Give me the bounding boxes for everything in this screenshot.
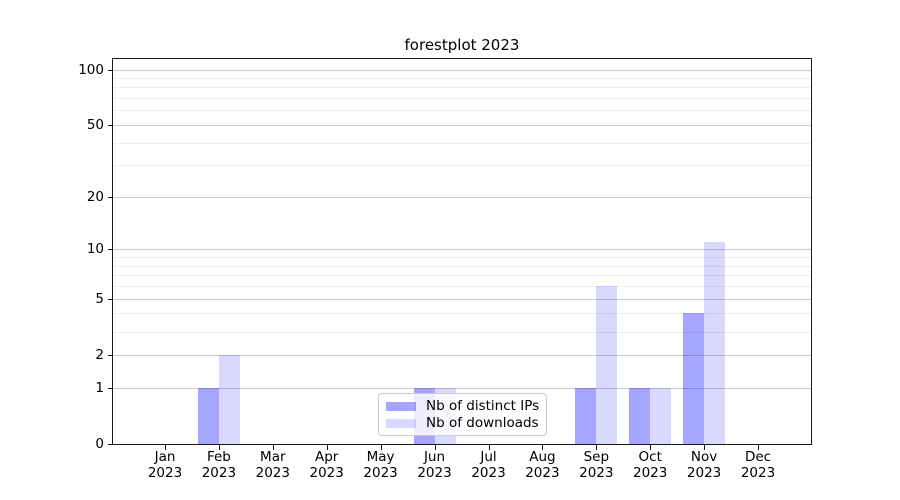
- x-tick-mark: [488, 445, 490, 450]
- legend-swatch-distinct-ips: [386, 402, 416, 411]
- minor-gridline: [113, 286, 811, 288]
- x-tick-mark: [650, 445, 652, 450]
- x-tick-mark: [326, 445, 328, 450]
- y-tick-label: 100: [78, 61, 104, 78]
- minor-gridline: [113, 331, 811, 333]
- x-tick-mark: [434, 445, 436, 450]
- x-tick-label: Oct 2023: [633, 449, 668, 481]
- y-tick-label: 5: [95, 290, 104, 307]
- legend-swatch-downloads: [386, 419, 416, 428]
- x-tick-mark: [542, 445, 544, 450]
- legend-item-distinct-ips: Nb of distinct IPs: [386, 398, 540, 415]
- x-tick-label: Apr 2023: [309, 449, 344, 481]
- x-tick-label: Feb 2023: [201, 449, 237, 481]
- y-tick-mark: [108, 387, 113, 389]
- minor-gridline: [113, 313, 811, 315]
- bar-distinct-ips-feb: [197, 387, 219, 444]
- bar-distinct-ips-oct: [629, 387, 651, 444]
- y-tick-label: 2: [95, 346, 104, 363]
- minor-gridline: [113, 98, 811, 100]
- minor-gridline: [113, 87, 811, 89]
- major-gridline: [113, 249, 811, 251]
- legend: Nb of distinct IPs Nb of downloads: [378, 393, 547, 436]
- x-tick-label: Aug 2023: [525, 449, 560, 481]
- minor-gridline: [113, 257, 811, 259]
- y-tick-mark: [108, 298, 113, 300]
- y-tick-mark: [108, 444, 113, 445]
- x-tick-mark: [218, 445, 220, 450]
- x-tick-mark: [165, 445, 166, 450]
- x-tick-label: Jun 2023: [417, 449, 452, 481]
- x-tick-label: Jul 2023: [471, 449, 506, 481]
- y-tick-mark: [108, 69, 113, 71]
- major-gridline: [113, 125, 811, 126]
- minor-gridline: [113, 142, 811, 144]
- major-gridline: [113, 354, 811, 356]
- x-tick-label: Jan 2023: [147, 449, 183, 481]
- plot-area: Nb of distinct IPs Nb of downloads: [113, 59, 811, 444]
- x-tick-label: Dec 2023: [740, 449, 776, 481]
- y-tick-label: 20: [86, 189, 104, 205]
- minor-gridline: [113, 78, 811, 79]
- y-tick-label: 0: [95, 436, 104, 452]
- x-tick-mark: [758, 445, 759, 450]
- x-tick-mark: [704, 445, 706, 450]
- major-gridline: [113, 197, 811, 198]
- x-tick-label: Nov 2023: [686, 449, 722, 481]
- y-tick-mark: [108, 354, 113, 356]
- minor-gridline: [113, 265, 811, 267]
- y-tick-mark: [108, 125, 113, 126]
- x-tick-mark: [380, 445, 382, 450]
- x-tick-label: Sep 2023: [579, 449, 614, 481]
- bar-downloads-feb: [218, 354, 240, 444]
- y-tick-label: 1: [95, 379, 104, 396]
- y-tick-label: 50: [86, 117, 104, 133]
- chart-title: forestplot 2023: [404, 36, 520, 54]
- x-tick-label: Mar 2023: [255, 449, 290, 481]
- y-tick-label: 10: [86, 241, 104, 258]
- y-tick-mark: [108, 249, 113, 251]
- y-tick-mark: [108, 197, 113, 198]
- minor-gridline: [113, 110, 811, 112]
- legend-label-downloads: Nb of downloads: [426, 415, 539, 431]
- bar-downloads-nov: [704, 242, 726, 444]
- x-tick-mark: [596, 445, 598, 450]
- legend-label-distinct-ips: Nb of distinct IPs: [426, 398, 540, 414]
- major-gridline: [113, 387, 811, 389]
- bar-downloads-sep: [596, 286, 618, 444]
- major-gridline: [113, 298, 811, 300]
- major-gridline: [113, 69, 811, 71]
- minor-gridline: [113, 275, 811, 277]
- bar-distinct-ips-sep: [575, 387, 597, 444]
- legend-item-downloads: Nb of downloads: [386, 415, 540, 432]
- bar-distinct-ips-nov: [683, 313, 705, 444]
- x-tick-label: May 2023: [363, 449, 398, 481]
- x-tick-mark: [272, 445, 274, 450]
- minor-gridline: [113, 165, 811, 167]
- bar-downloads-oct: [650, 387, 672, 444]
